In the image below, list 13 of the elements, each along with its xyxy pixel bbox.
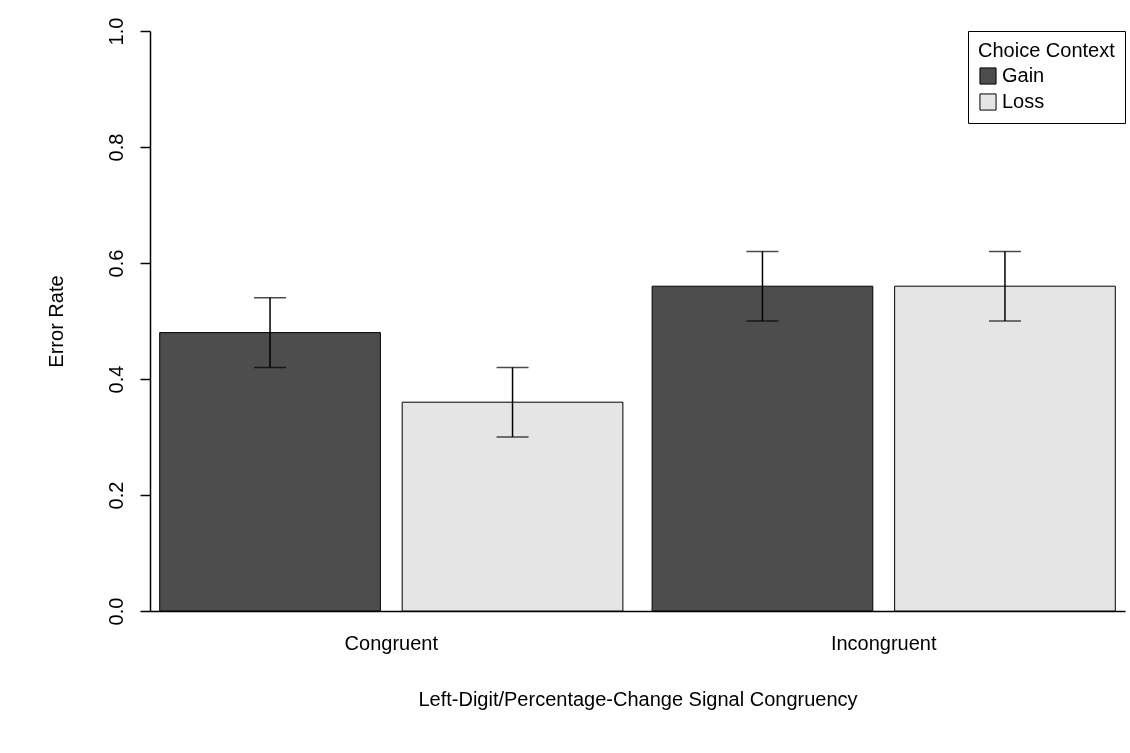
x-tick-label: Congruent <box>344 631 439 654</box>
y-tick-label: 0.4 <box>104 365 127 394</box>
y-tick-label: 0.2 <box>104 481 127 510</box>
y-tick-label: 1.0 <box>104 17 127 46</box>
legend-label: Gain <box>1002 64 1045 86</box>
y-axis-title: Error Rate <box>44 275 67 368</box>
y-tick-label: 0.8 <box>104 133 127 162</box>
legend-label: Loss <box>1002 90 1045 112</box>
x-axis-title: Left-Digit/Percentage-Change Signal Congruency <box>418 687 858 710</box>
y-tick-label: 0.0 <box>104 597 127 626</box>
legend-title: Choice Context <box>978 39 1116 61</box>
y-tick-label: 0.6 <box>104 249 127 278</box>
x-tick-label: Incongruent <box>830 631 937 654</box>
